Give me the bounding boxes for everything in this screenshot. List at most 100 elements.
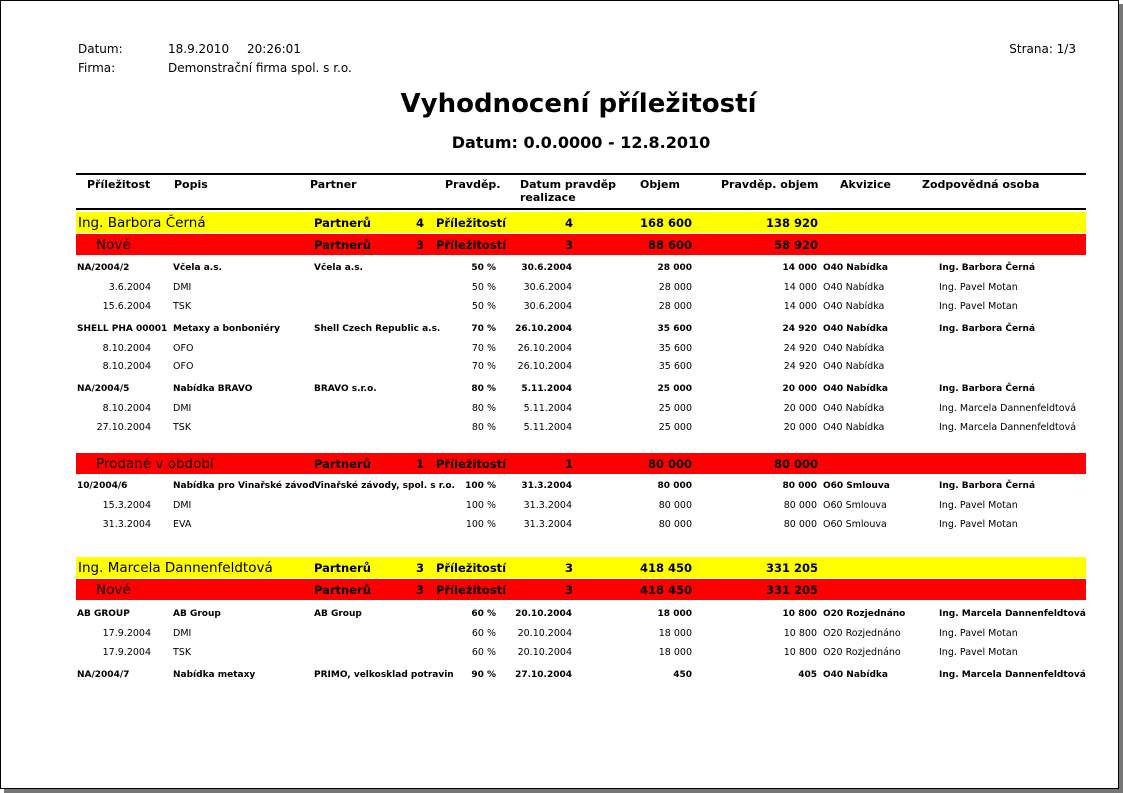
activity-date: 8.10.2004 [102, 361, 151, 372]
description: Nabídka pro Vinařské závody [173, 481, 314, 491]
col-akvizice: Akvizice [840, 178, 891, 191]
acquisition-stage: O20 Rozjednáno [823, 609, 906, 619]
probable-volume: 24 920 [783, 361, 817, 372]
description: EVA [173, 519, 192, 530]
description: OFO [173, 361, 194, 372]
person-group-band: Ing. Marcela Dannenfeldtová Partnerů 3 Příl… [76, 557, 1086, 578]
description: Včela a.s. [173, 263, 222, 273]
opportunity-detail-row: 8.10.2004 OFO 70 % 26.10.2004 35 600 24 920 O4… [1, 358, 1123, 376]
date-label: Datum: [78, 42, 123, 56]
expected-date: 5.11.2004 [521, 384, 572, 394]
partner-count-label: Partnerů [314, 583, 371, 597]
probable-volume: 405 [798, 670, 817, 680]
probable-volume: 20 000 [782, 384, 817, 394]
partner: Včela a.s. [314, 263, 363, 273]
expected-date: 27.10.2004 [515, 670, 572, 680]
probability: 80 % [471, 384, 496, 394]
opportunity-detail-row: 17.9.2004 DMI 60 % 20.10.2004 18 000 10 800 O2… [1, 625, 1123, 643]
description: DMI [173, 628, 192, 639]
probable-volume-total: 80 000 [773, 457, 818, 471]
partner: Vinařské závody, spol. s r.o. [314, 481, 455, 491]
group-name: Nové [96, 582, 131, 598]
activity-date: 15.3.2004 [102, 500, 151, 511]
acquisition-stage: O40 Nabídka [823, 324, 888, 334]
partner-count: 3 [415, 238, 424, 252]
probable-volume: 14 000 [783, 282, 817, 293]
expected-date: 26.10.2004 [515, 324, 572, 334]
volume: 80 000 [658, 500, 692, 511]
volume: 18 000 [658, 628, 692, 639]
probability: 70 % [471, 324, 496, 334]
probability: 100 % [465, 481, 496, 491]
responsible-person: Ing. Barbora Černá [939, 384, 1036, 394]
expected-date: 20.10.2004 [515, 609, 572, 619]
volume-total: 418 450 [639, 561, 692, 575]
opportunity-row: AB GROUP AB Group AB Group 60 % 20.10.2004 18… [1, 605, 1123, 623]
probability: 90 % [471, 670, 496, 680]
opportunity-id: NA/2004/2 [77, 263, 130, 273]
volume: 35 600 [657, 324, 692, 334]
volume: 28 000 [658, 282, 692, 293]
partner-count: 1 [415, 457, 424, 471]
partner-count: 3 [415, 561, 424, 575]
opportunity-count: 3 [564, 561, 573, 575]
expected-date: 5.11.2004 [523, 403, 572, 414]
partner-count: 4 [415, 216, 424, 230]
description: DMI [173, 403, 192, 414]
probable-volume: 20 000 [783, 422, 817, 433]
group-name: Nové [96, 237, 131, 253]
acquisition-stage: O60 Smlouva [823, 481, 890, 491]
header-bottom-rule [76, 208, 1086, 210]
opportunity-row: NA/2004/7 Nabídka metaxy PRIMO, velkosklad… [1, 666, 1123, 684]
company-value: Demonstrační firma spol. s r.o. [168, 61, 352, 75]
opportunity-detail-row: 8.10.2004 DMI 80 % 5.11.2004 25 000 20 000 O40… [1, 400, 1123, 418]
acquisition-stage: O40 Nabídka [823, 361, 885, 372]
col-partner: Partner [310, 178, 357, 191]
activity-date: 3.6.2004 [108, 282, 151, 293]
probable-volume: 14 000 [783, 301, 817, 312]
partner-count-label: Partnerů [314, 238, 371, 252]
volume-total: 168 600 [639, 216, 692, 230]
volume: 35 600 [658, 343, 692, 354]
probable-volume: 10 800 [783, 647, 817, 658]
description: OFO [173, 343, 194, 354]
probable-volume: 24 920 [782, 324, 817, 334]
expected-date: 5.11.2004 [523, 422, 572, 433]
opportunity-count: 3 [564, 238, 573, 252]
acquisition-stage: O60 Smlouva [823, 519, 887, 530]
opportunity-count-label: Příležitostí [436, 583, 507, 597]
probable-volume-total: 331 205 [765, 583, 818, 597]
volume: 28 000 [658, 301, 692, 312]
partner: BRAVO s.r.o. [314, 384, 377, 394]
opportunity-id: SHELL PHA 00001 [77, 324, 168, 334]
partner: AB Group [314, 609, 362, 619]
description: DMI [173, 282, 192, 293]
description: Metaxy a bonboniéry [173, 324, 281, 334]
acquisition-stage: O40 Nabídka [823, 670, 888, 680]
volume: 35 600 [658, 361, 692, 372]
probable-volume: 24 920 [783, 343, 817, 354]
activity-date: 8.10.2004 [102, 343, 151, 354]
probable-volume: 14 000 [782, 263, 817, 273]
opportunity-detail-row: 31.3.2004 EVA 100 % 31.3.2004 80 000 80 000 O6… [1, 516, 1123, 534]
responsible-person: Ing. Pavel Motan [939, 500, 1018, 511]
acquisition-stage: O40 Nabídka [823, 263, 888, 273]
opportunity-id: NA/2004/7 [77, 670, 130, 680]
probable-volume-total: 138 920 [765, 216, 818, 230]
col-osoba: Zodpovědná osoba [922, 178, 1040, 191]
volume: 80 000 [657, 481, 692, 491]
acquisition-stage: O40 Nabídka [823, 384, 888, 394]
description: TSK [173, 422, 192, 433]
probable-volume: 10 800 [783, 628, 817, 639]
opportunity-detail-row: 3.6.2004 DMI 50 % 30.6.2004 28 000 14 000 O40 … [1, 279, 1123, 297]
volume-total: 88 600 [647, 238, 692, 252]
group-name: Ing. Barbora Černá [78, 215, 206, 231]
responsible-person: Ing. Marcela Dannenfeldtová [939, 422, 1077, 433]
probable-volume: 10 800 [782, 609, 817, 619]
col-objem: Objem [640, 178, 680, 191]
opportunity-count-label: Příležitostí [436, 216, 507, 230]
description: AB Group [173, 609, 221, 619]
col-popis: Popis [174, 178, 208, 191]
responsible-person: Ing. Marcela Dannenfeldtová [939, 670, 1086, 680]
